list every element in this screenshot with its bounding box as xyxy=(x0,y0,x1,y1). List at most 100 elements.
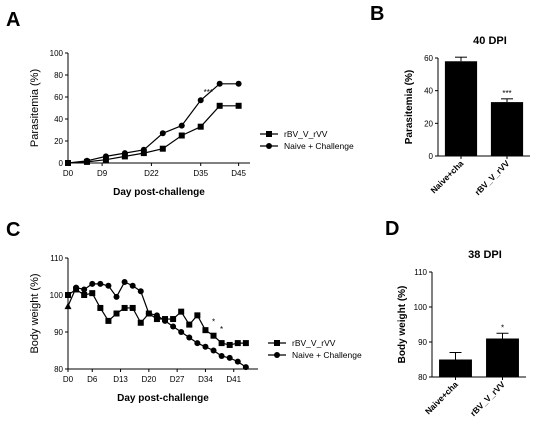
chart-c-point xyxy=(194,312,201,319)
chart-a-x-tick-label: D0 xyxy=(63,169,74,178)
chart-a-y-tick-label: 40 xyxy=(54,115,63,124)
panel-letter-d: D xyxy=(385,218,399,240)
chart-c-x-tick-label: D20 xyxy=(142,375,157,384)
chart-c-y-tick-label: 90 xyxy=(54,328,63,337)
chart-b-y-tick-label: 20 xyxy=(424,119,433,128)
chart-a-point xyxy=(121,153,128,160)
chart-c-point xyxy=(153,312,160,319)
chart-c-point xyxy=(170,316,177,323)
chart-d-y-axis-label: Body weight (%) xyxy=(397,286,408,364)
chart-c-point xyxy=(226,354,233,361)
chart-a-legend-marker xyxy=(266,143,272,149)
chart-a-point xyxy=(140,146,147,153)
chart-b-bar xyxy=(444,61,478,157)
chart-c-legend-label: Naive + Challenge xyxy=(292,350,362,360)
chart-a-y-tick-label: 0 xyxy=(59,159,64,168)
panel-letter-c: C xyxy=(6,219,20,241)
chart-a-x-axis-label: Day post-challenge xyxy=(113,187,205,198)
chart-c-legend-marker xyxy=(274,340,280,346)
chart-c-point xyxy=(89,290,96,297)
chart-c-annotation: * xyxy=(220,325,223,334)
chart-a-series-line-2 xyxy=(67,83,239,164)
chart-d-annotation: * xyxy=(501,323,504,332)
chart-c-point xyxy=(178,308,185,315)
chart-a-legend-label: Naive + Challenge xyxy=(284,141,354,151)
chart-a-point xyxy=(178,132,185,139)
chart-c-annotation: * xyxy=(212,318,215,327)
chart-c-point xyxy=(178,329,185,335)
chart-c-point xyxy=(242,340,249,347)
chart-c-point xyxy=(73,284,80,291)
chart-a-point xyxy=(102,156,109,163)
chart-b-bar xyxy=(490,102,524,156)
chart-c-point xyxy=(153,316,160,323)
chart-c-y-axis-label: Body weight (%) xyxy=(29,273,41,353)
chart-a-point xyxy=(83,157,90,164)
chart-c-point xyxy=(81,292,88,298)
chart-b-y-axis-label: Parasitemia (%) xyxy=(404,70,415,144)
chart-a-legend-marker xyxy=(266,131,272,137)
chart-c-point xyxy=(81,286,88,293)
chart-c-point xyxy=(218,353,225,360)
chart-d-y-tick-label: 110 xyxy=(414,268,427,277)
chart-c-x-tick-label: D13 xyxy=(113,375,128,384)
chart-a-point xyxy=(159,130,166,137)
chart-c-x-tick-label: D34 xyxy=(198,375,213,384)
panel-letter-a: A xyxy=(6,9,20,31)
chart-d-y-tick-label: 80 xyxy=(418,373,427,382)
chart-c-point xyxy=(186,321,193,328)
chart-a-point xyxy=(216,102,223,109)
chart-c-point xyxy=(137,319,144,326)
chart-c-y-tick-label: 100 xyxy=(50,291,64,300)
chart-a-y-tick-label: 60 xyxy=(54,93,63,102)
chart-a-point xyxy=(159,145,166,152)
chart-a-x-tick-label: D35 xyxy=(193,169,208,178)
chart-a-point xyxy=(121,150,128,157)
chart-a-point xyxy=(235,102,242,109)
chart-c-point xyxy=(97,280,104,287)
chart-d-bar xyxy=(486,338,519,377)
chart-a-y-tick-label: 20 xyxy=(54,137,63,146)
chart-b-y-tick-label: 0 xyxy=(429,152,434,161)
chart-a-legend-label: rBV_V_rVV xyxy=(284,129,328,139)
chart-c-point xyxy=(202,327,209,334)
chart-a-point xyxy=(216,80,223,87)
chart-c-point xyxy=(121,304,128,311)
chart-a-x-tick-label: D9 xyxy=(97,169,108,178)
chart-d-y-tick-label: 90 xyxy=(418,338,427,347)
chart-a-point xyxy=(140,150,147,157)
chart-c-point xyxy=(121,279,128,286)
chart-a-point xyxy=(178,122,185,129)
chart-c-point xyxy=(210,347,217,354)
chart-c-point xyxy=(105,317,112,324)
chart-b-y-tick-label: 40 xyxy=(424,87,433,96)
chart-a-y-tick-label: 80 xyxy=(54,71,63,80)
chart-c-point xyxy=(242,364,249,371)
chart-a-point xyxy=(197,123,204,130)
chart-c-point xyxy=(97,304,104,311)
chart-c-y-tick-label: 80 xyxy=(54,365,63,374)
chart-b-annotation: *** xyxy=(502,89,511,98)
chart-c-point xyxy=(202,343,209,350)
chart-c-point xyxy=(145,310,152,317)
chart-c-x-tick-label: D0 xyxy=(63,375,74,384)
chart-c-legend-label: rBV_V_rVV xyxy=(292,338,336,348)
chart-c-point xyxy=(129,304,136,311)
panel-letter-b: B xyxy=(370,3,384,25)
chart-c-x-tick-label: D6 xyxy=(87,375,98,384)
chart-c-point xyxy=(113,310,120,317)
chart-c-point xyxy=(234,340,241,347)
chart-c-point xyxy=(234,358,241,365)
chart-c-point xyxy=(129,282,136,289)
chart-b-y-tick-label: 60 xyxy=(424,54,433,63)
chart-a-x-tick-label: D22 xyxy=(144,169,159,178)
chart-c-point xyxy=(194,340,201,347)
chart-a-y-axis-label: Parasitemia (%) xyxy=(29,69,41,147)
chart-c-point xyxy=(89,280,96,287)
chart-c-point xyxy=(226,341,233,348)
chart-a-series-line-1 xyxy=(67,105,239,164)
chart-c-point xyxy=(105,282,112,289)
chart-a-x-tick-label: D45 xyxy=(231,169,246,178)
chart-c-y-tick-label: 110 xyxy=(50,254,63,263)
